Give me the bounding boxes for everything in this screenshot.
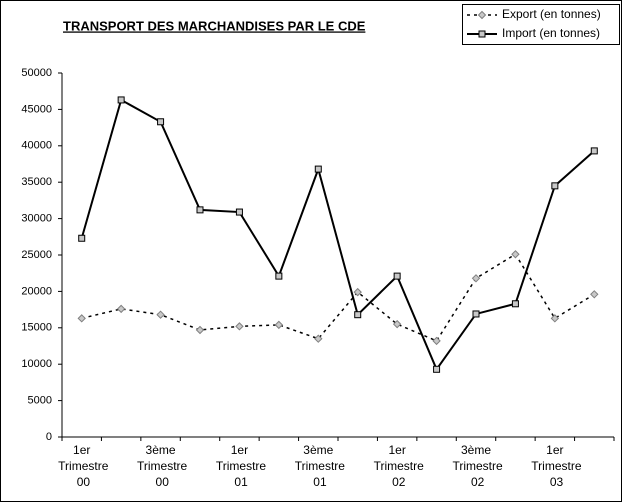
x-tick-label: 1er Trimestre 01 — [213, 443, 267, 489]
y-tick-label: 25000 — [21, 249, 52, 261]
legend-label: Import (en tonnes) — [502, 26, 600, 40]
y-tick-label: 40000 — [21, 140, 52, 152]
marker — [196, 206, 204, 214]
series-line — [81, 253, 595, 342]
marker — [274, 320, 284, 330]
x-tick-label: 1er Trimestre 00 — [55, 443, 109, 489]
marker — [511, 300, 519, 308]
y-tick-label: 5000 — [28, 395, 52, 407]
y-tick-label: 45000 — [21, 103, 52, 115]
chart-title: TRANSPORT DES MARCHANDISES PAR LE CDE — [63, 18, 366, 33]
marker — [78, 234, 86, 242]
marker — [77, 314, 86, 323]
legend — [462, 4, 620, 45]
marker — [393, 272, 401, 280]
marker — [433, 365, 441, 373]
marker — [156, 310, 165, 319]
marker — [472, 310, 480, 318]
y-tick-label: 10000 — [21, 358, 52, 370]
marker — [550, 314, 560, 323]
x-tick-label: 1er Trimestre 03 — [528, 443, 582, 489]
y-tick-label: 50000 — [21, 67, 52, 79]
marker — [353, 287, 362, 297]
marker — [314, 165, 322, 173]
y-tick-label: 0 — [46, 431, 52, 443]
marker — [478, 30, 486, 38]
x-tick-label: 3ème Trimestre 01 — [292, 443, 346, 489]
x-tick-label: 3ème Trimestre 00 — [134, 443, 188, 489]
y-tick-label: 20000 — [21, 285, 52, 297]
marker — [157, 118, 165, 126]
marker — [235, 322, 244, 331]
marker — [432, 336, 441, 346]
marker — [354, 311, 362, 319]
marker — [314, 334, 323, 343]
marker — [392, 319, 402, 329]
marker — [116, 304, 126, 314]
marker — [511, 250, 520, 259]
marker — [117, 96, 125, 104]
marker — [235, 208, 243, 216]
marker — [551, 182, 559, 190]
y-tick-label: 15000 — [21, 322, 52, 334]
marker — [275, 272, 283, 280]
marker — [195, 325, 205, 335]
x-tick-label: 1er Trimestre 02 — [370, 443, 424, 489]
x-tick-label: 3ème Trimestre 02 — [449, 443, 503, 489]
y-tick-label: 35000 — [21, 176, 52, 188]
y-tick-label: 30000 — [21, 213, 52, 225]
marker — [471, 274, 481, 283]
marker — [477, 10, 487, 20]
series-line — [80, 98, 595, 372]
marker — [590, 147, 598, 155]
marker — [590, 290, 599, 299]
legend-label: Export (en tonnes) — [502, 7, 601, 21]
